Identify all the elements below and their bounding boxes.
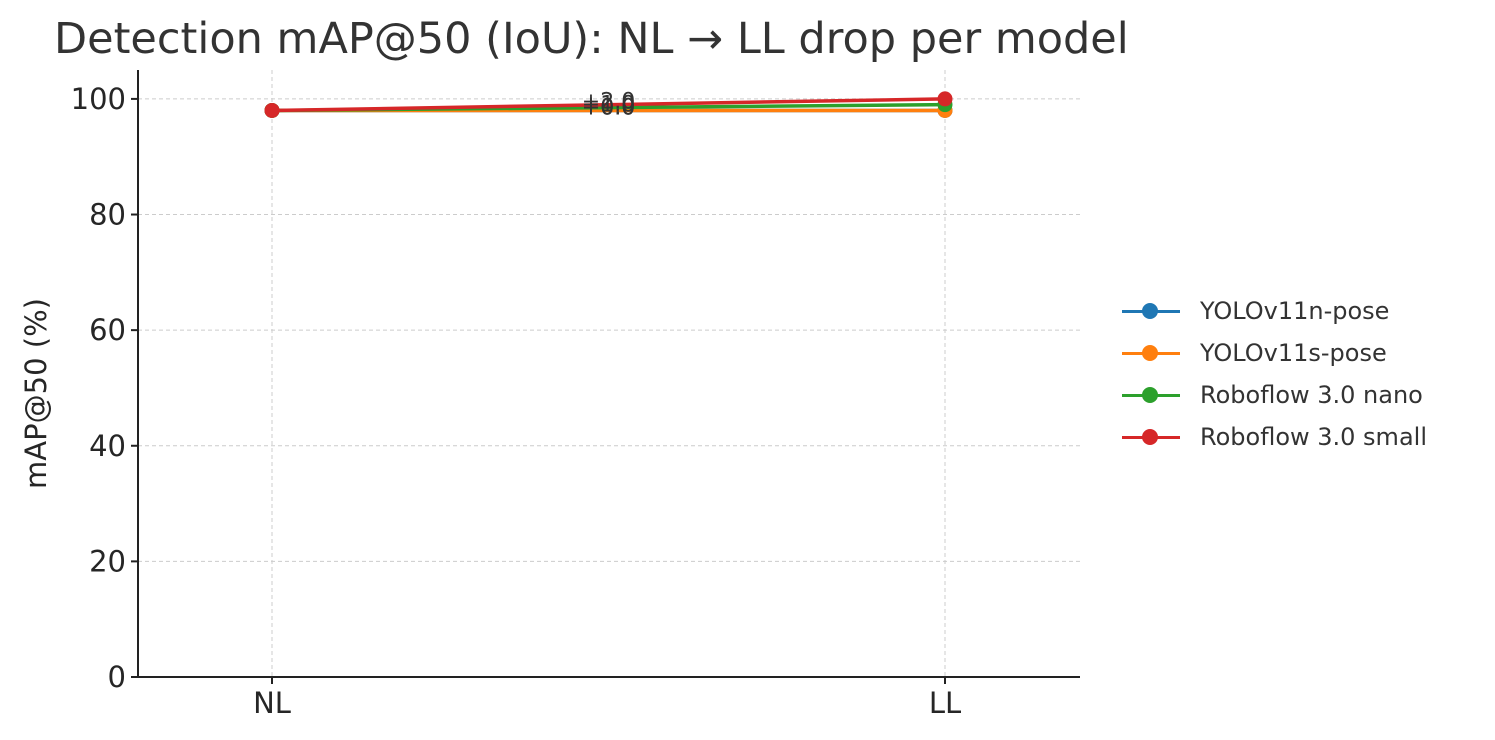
delta-annotation: +0.0 [582,95,635,120]
legend-label: YOLOv11s-pose [1200,339,1387,367]
legend-swatch [1120,427,1182,447]
delta-annotation: +0.0 [582,95,635,120]
legend-swatch [1120,301,1182,321]
chart-title: Detection mAP@50 (IoU): NL → LL drop per… [54,14,1129,64]
data-point [264,102,280,118]
delta-annotation: +2.0 [582,90,635,115]
delta-annotation: +1.0 [582,93,635,118]
y-tick-label: 0 [108,660,126,694]
y-tick-label: 40 [89,429,126,463]
legend-label: Roboflow 3.0 small [1200,423,1427,451]
legend-item: YOLOv11s-pose [1120,332,1427,374]
legend-label: YOLOv11n-pose [1200,297,1390,325]
legend-item: Roboflow 3.0 nano [1120,374,1427,416]
legend-item: YOLOv11n-pose [1120,290,1427,332]
y-tick-label: 80 [89,198,126,232]
grid-lines [138,70,1080,678]
x-ticks: NL LL [253,677,961,720]
series-group [264,91,953,118]
y-tick-label: 100 [71,82,126,116]
x-tick-label: NL [253,686,291,720]
data-point [937,91,953,107]
y-ticks: 0 20 40 60 80 100 [71,82,138,694]
legend-item: Roboflow 3.0 small [1120,416,1427,458]
legend-swatch [1120,343,1182,363]
x-tick-label: LL [929,686,961,720]
legend: YOLOv11n-pose YOLOv11s-pose Roboflow 3.0 n… [1120,290,1427,458]
legend-swatch [1120,385,1182,405]
y-tick-label: 20 [89,544,126,578]
series-line [271,97,946,113]
y-axis-label: mAP@50 (%) [19,298,53,489]
legend-label: Roboflow 3.0 nano [1200,381,1423,409]
annotations: +0.0+0.0+1.0+2.0 [582,90,635,121]
y-tick-label: 60 [89,313,126,347]
axes [137,70,1080,678]
